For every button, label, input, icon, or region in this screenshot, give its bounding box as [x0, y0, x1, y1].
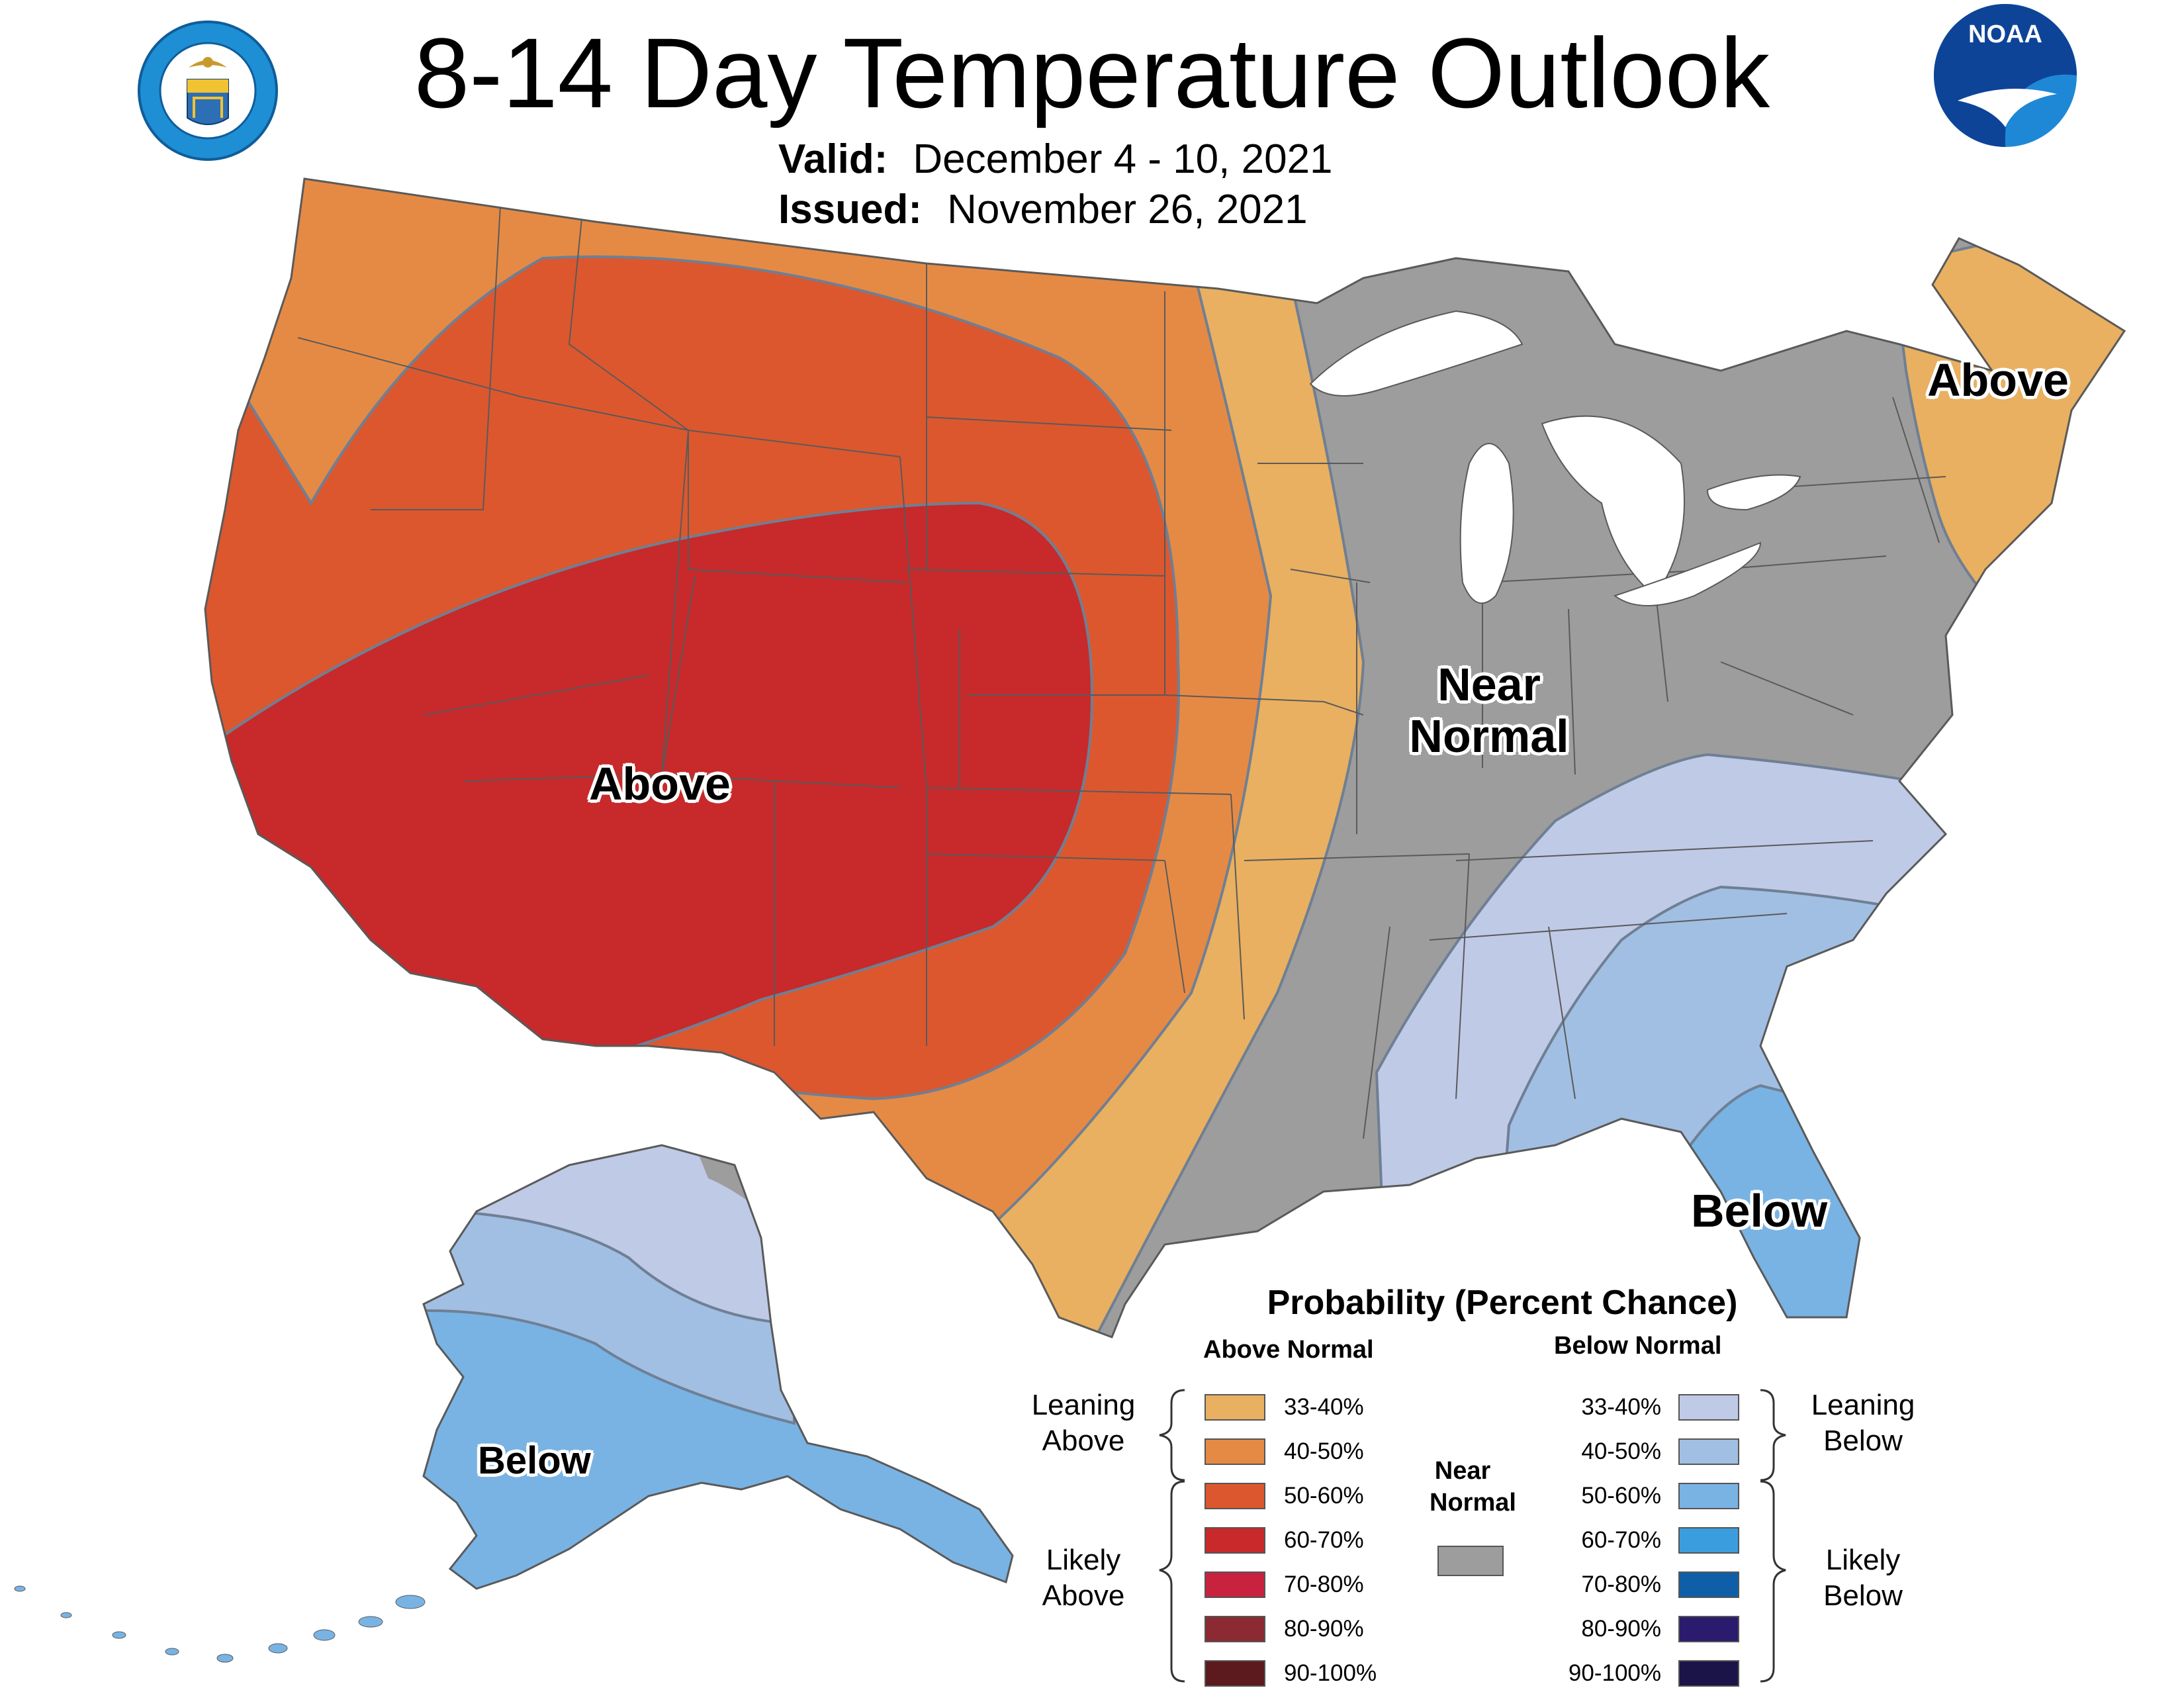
valid-line: Valid: December 4 - 10, 2021: [778, 135, 1333, 184]
above-swatch-4: [1205, 1571, 1265, 1598]
legend-likely-above-line2: Above: [1042, 1579, 1125, 1612]
legend-leaning-above-line2: Above: [1042, 1425, 1125, 1457]
above-swatch-6: [1205, 1660, 1265, 1687]
below-swatch-1: [1678, 1438, 1739, 1465]
legend-near-normal-swatch: [1437, 1546, 1504, 1576]
state-borders: [297, 179, 1946, 1139]
label-near-normal: Near Normal: [1390, 659, 1588, 762]
above-range-label-3: 60-70%: [1284, 1527, 1364, 1553]
below-range-label-0: 33-40%: [1581, 1394, 1661, 1420]
legend-likely-below-line2: Below: [1823, 1579, 1903, 1612]
issued-line: Issued: November 26, 2021: [778, 185, 1308, 234]
legend-below-header: Below Normal: [1554, 1332, 1722, 1360]
above-range-label-6: 90-100%: [1284, 1660, 1377, 1686]
legend-near-normal-line2: Normal: [1430, 1489, 1516, 1517]
great-lakes: [1309, 310, 1801, 606]
issued-label: Issued:: [778, 187, 923, 232]
legend-near-normal-label: Near Normal: [1430, 1455, 1516, 1519]
legend-near-normal-line1: Near: [1434, 1457, 1491, 1485]
label-northeast-above: Above: [1927, 354, 2069, 406]
below-range-label-6: 90-100%: [1568, 1660, 1661, 1686]
legend-likely-below-line1: Likely: [1825, 1544, 1901, 1576]
legend-title: Probability (Percent Chance): [1267, 1284, 1738, 1322]
label-near-normal-line2: Normal: [1409, 710, 1569, 762]
legend-leaning-above-line1: Leaning: [1031, 1389, 1136, 1421]
below-swatch-6: [1678, 1660, 1739, 1687]
commerce-seal-icon: [138, 21, 278, 161]
legend-leaning-below-line2: Below: [1823, 1425, 1903, 1457]
below-swatch-2: [1678, 1483, 1739, 1509]
legend-leaning-above-label: Leaning Above: [1014, 1387, 1153, 1459]
legend-leaning-below-label: Leaning Below: [1794, 1387, 1933, 1459]
below-swatch-0: [1678, 1394, 1739, 1421]
below-swatch-5: [1678, 1616, 1739, 1642]
above-range-label-0: 33-40%: [1284, 1394, 1364, 1420]
above-swatch-1: [1205, 1438, 1265, 1465]
valid-label: Valid:: [778, 136, 888, 182]
label-alaska-below: Below: [478, 1439, 591, 1482]
legend-likely-below-label: Likely Below: [1794, 1542, 1933, 1614]
noaa-logo-icon: NOAA: [1934, 4, 2077, 147]
above-swatch-3: [1205, 1527, 1265, 1554]
above-swatch-2: [1205, 1483, 1265, 1509]
above-range-label-4: 70-80%: [1284, 1571, 1364, 1597]
valid-dates: December 4 - 10, 2021: [913, 136, 1333, 182]
above-range-label-2: 50-60%: [1284, 1483, 1364, 1509]
conus-outline: [204, 177, 2126, 1338]
above-range-label-5: 80-90%: [1284, 1616, 1364, 1642]
below-range-label-1: 40-50%: [1581, 1438, 1661, 1464]
legend-likely-above-label: Likely Above: [1014, 1542, 1153, 1614]
legend-likely-above-line1: Likely: [1046, 1544, 1121, 1576]
below-range-label-4: 70-80%: [1581, 1571, 1661, 1597]
legend-leaning-below-line1: Leaning: [1811, 1389, 1915, 1421]
below-range-label-2: 50-60%: [1581, 1483, 1661, 1509]
above-range-label-1: 40-50%: [1284, 1438, 1364, 1464]
above-swatch-5: [1205, 1616, 1265, 1642]
below-swatch-3: [1678, 1527, 1739, 1554]
label-florida-below: Below: [1691, 1185, 1828, 1237]
above-swatch-0: [1205, 1394, 1265, 1421]
label-near-normal-line1: Near: [1437, 659, 1541, 710]
below-range-label-3: 60-70%: [1581, 1527, 1661, 1553]
legend-above-header: Above Normal: [1203, 1336, 1374, 1364]
below-range-label-5: 80-90%: [1581, 1616, 1661, 1642]
label-west-above: Above: [589, 758, 731, 810]
issued-date: November 26, 2021: [947, 187, 1308, 232]
below-swatch-4: [1678, 1571, 1739, 1598]
noaa-logo-text: NOAA: [1968, 21, 2042, 48]
aleutian-islands: [14, 1585, 426, 1663]
alaska-outline: [422, 1144, 1014, 1590]
page-title: 8-14 Day Temperature Outlook: [414, 17, 1770, 128]
